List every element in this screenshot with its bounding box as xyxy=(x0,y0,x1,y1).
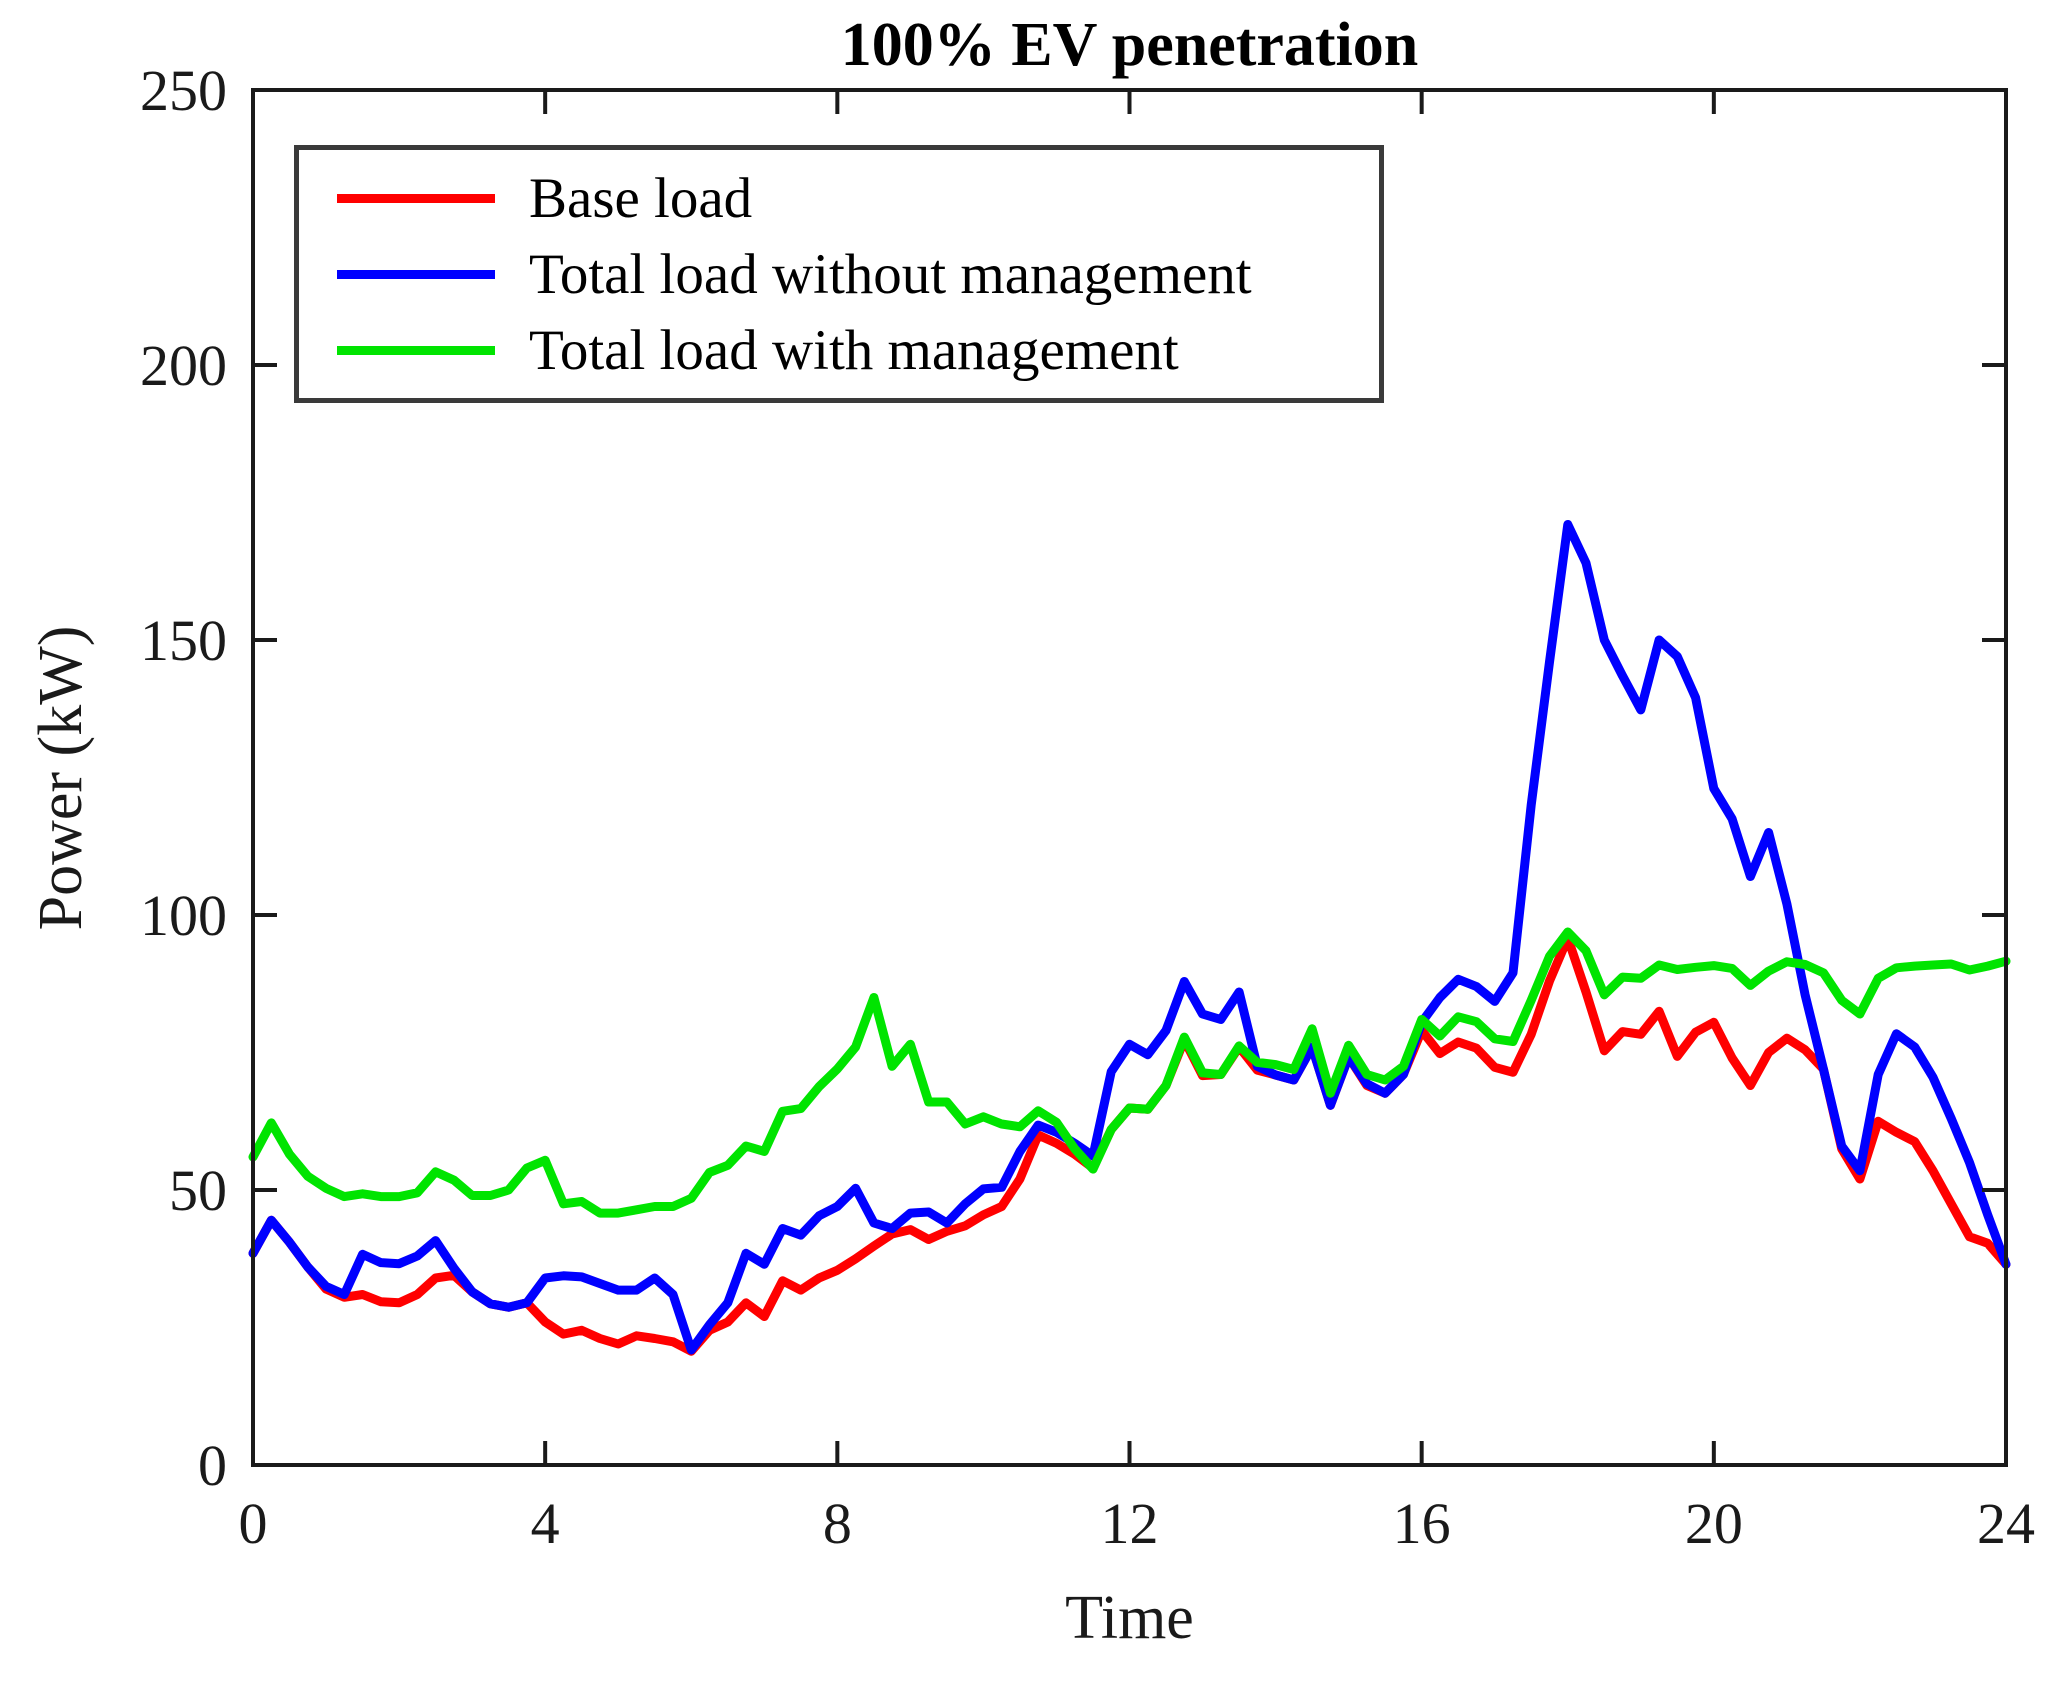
legend-label-base-load: Base load xyxy=(529,166,753,230)
y-axis-label: Power (kW) xyxy=(27,625,95,931)
x-axis-label: Time xyxy=(1065,1584,1194,1652)
y-tick-label: 250 xyxy=(140,58,227,123)
legend-swatch-total-without-management xyxy=(337,269,495,279)
series-line-base-load xyxy=(248,933,2011,1356)
x-tick-label: 20 xyxy=(1685,1491,1743,1556)
chart-title: 100% EV penetration xyxy=(840,11,1419,79)
series-line-total-load-without-management xyxy=(248,520,2011,1355)
legend-label-total-without-management: Total load without management xyxy=(529,242,1252,306)
legend-swatch-total-with-management xyxy=(337,345,495,355)
series-line-total-load-with-management xyxy=(248,927,2011,1218)
y-tick-label: 150 xyxy=(140,608,227,673)
x-tick-label: 12 xyxy=(1101,1491,1159,1556)
y-tick-label: 0 xyxy=(198,1433,227,1498)
x-tick-label: 4 xyxy=(531,1491,560,1556)
y-tick-label: 200 xyxy=(140,333,227,398)
legend-label-total-with-management: Total load with management xyxy=(529,318,1179,382)
legend-swatch-base-load xyxy=(337,193,495,203)
y-tick-label: 50 xyxy=(169,1158,227,1223)
legend-item-base-load: Base load xyxy=(337,166,1369,231)
x-tick-label: 0 xyxy=(239,1491,268,1556)
x-tick-label: 24 xyxy=(1977,1491,2035,1556)
legend-item-total-without-management: Total load without management xyxy=(337,242,1369,307)
x-tick-label: 16 xyxy=(1393,1491,1451,1556)
y-tick-label: 100 xyxy=(140,883,227,948)
x-tick-label: 8 xyxy=(823,1491,852,1556)
legend: Base load Total load without management … xyxy=(294,145,1384,403)
legend-item-total-with-management: Total load with management xyxy=(337,318,1369,383)
